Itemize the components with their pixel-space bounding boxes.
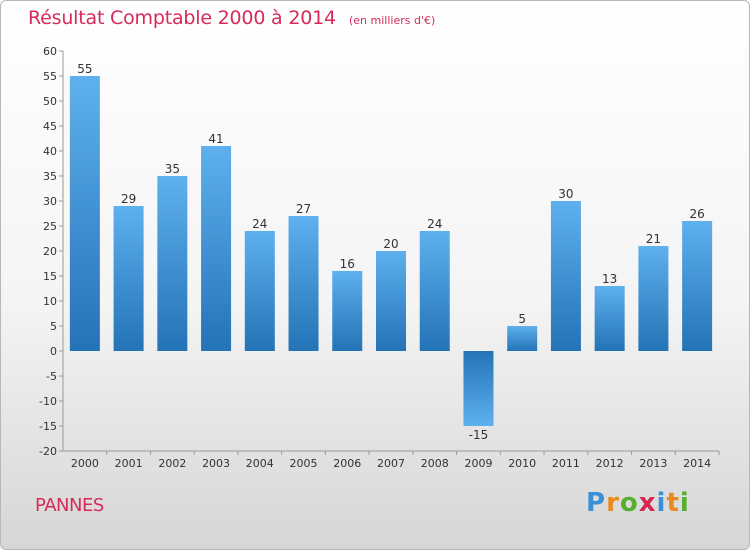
bar-value-label: 21 <box>646 232 661 246</box>
x-tick-label: 2007 <box>377 457 405 470</box>
y-tick-label: 30 <box>43 195 57 208</box>
x-tick-label: 2006 <box>333 457 361 470</box>
x-tick-label: 2008 <box>421 457 449 470</box>
y-tick-label: 50 <box>43 95 57 108</box>
x-tick-label: 2010 <box>508 457 536 470</box>
title-row: Résultat Comptable 2000 à 2014 (en milli… <box>28 7 435 29</box>
commune-name: PANNES <box>35 495 104 516</box>
bar-value-label: 30 <box>558 187 573 201</box>
y-tick-label: -10 <box>39 395 57 408</box>
bar <box>201 146 232 351</box>
brand-letter: t <box>666 488 680 518</box>
x-tick-label: 2013 <box>639 457 667 470</box>
bar-value-label: -15 <box>469 428 489 442</box>
y-tick-label: 25 <box>43 220 57 233</box>
x-tick-label: 2012 <box>596 457 624 470</box>
y-tick-label: -15 <box>39 420 57 433</box>
bar-value-label: 20 <box>383 237 398 251</box>
x-tick-label: 2011 <box>552 457 580 470</box>
bar <box>594 286 625 351</box>
bar <box>507 326 538 351</box>
bar <box>419 231 450 351</box>
bar-value-label: 13 <box>602 272 617 286</box>
bar <box>332 271 363 351</box>
y-tick-label: 10 <box>43 295 57 308</box>
chart-subtitle: (en milliers d'€) <box>348 14 436 27</box>
value-labels: 55 29 35 41 24 27 16 20 24 -15 5 30 13 21 26 <box>77 62 705 442</box>
bar-value-label: 27 <box>296 202 311 216</box>
x-tick-label: 2001 <box>115 457 143 470</box>
bar <box>113 206 144 351</box>
bar-value-label: 16 <box>340 257 355 271</box>
bar-value-label: 55 <box>77 62 92 76</box>
bar-value-label: 35 <box>165 162 180 176</box>
x-tick-label: 2009 <box>464 457 492 470</box>
bar <box>244 231 275 351</box>
y-tick-label: 0 <box>50 345 57 358</box>
bar <box>463 351 494 426</box>
bar <box>550 201 581 351</box>
bar <box>376 251 406 351</box>
y-tick-label: 15 <box>43 270 57 283</box>
x-tick-label: 2004 <box>246 457 274 470</box>
brand-letter: i <box>656 488 667 518</box>
bar-value-label: 24 <box>252 217 267 231</box>
x-tick-label: 2014 <box>683 457 711 470</box>
bar <box>682 221 713 351</box>
brand-logo: Proxiti <box>586 488 690 518</box>
bar-value-label: 24 <box>427 217 442 231</box>
chart-title: Résultat Comptable 2000 à 2014 <box>28 7 336 29</box>
brand-letter: r <box>606 488 620 518</box>
y-tick-label: 40 <box>43 145 57 158</box>
x-tick-label: 2000 <box>71 457 99 470</box>
brand-letter: i <box>679 488 690 518</box>
x-tick-label: 2002 <box>158 457 186 470</box>
bar-value-label: 41 <box>208 132 223 146</box>
brand-letter: P <box>586 488 607 518</box>
brand-letter: o <box>619 488 639 518</box>
bar <box>157 176 188 351</box>
bars <box>69 76 713 426</box>
x-tick-label: 2003 <box>202 457 230 470</box>
y-tick-label: 45 <box>43 120 57 133</box>
bar <box>288 216 319 351</box>
y-tick-label: 35 <box>43 170 57 183</box>
bar <box>69 76 100 351</box>
y-tick-label: 20 <box>43 245 57 258</box>
bar-value-label: 29 <box>121 192 136 206</box>
y-tick-label: 5 <box>50 320 57 333</box>
bar-value-label: 26 <box>689 207 704 221</box>
y-tick-label: -20 <box>39 445 57 458</box>
bar <box>638 246 669 351</box>
y-tick-label: -5 <box>46 370 57 383</box>
x-tick-label: 2005 <box>290 457 318 470</box>
bar-value-label: 5 <box>518 312 526 326</box>
y-tick-label: 55 <box>43 70 57 83</box>
y-tick-label: 60 <box>43 45 57 58</box>
brand-letter: x <box>638 488 657 518</box>
